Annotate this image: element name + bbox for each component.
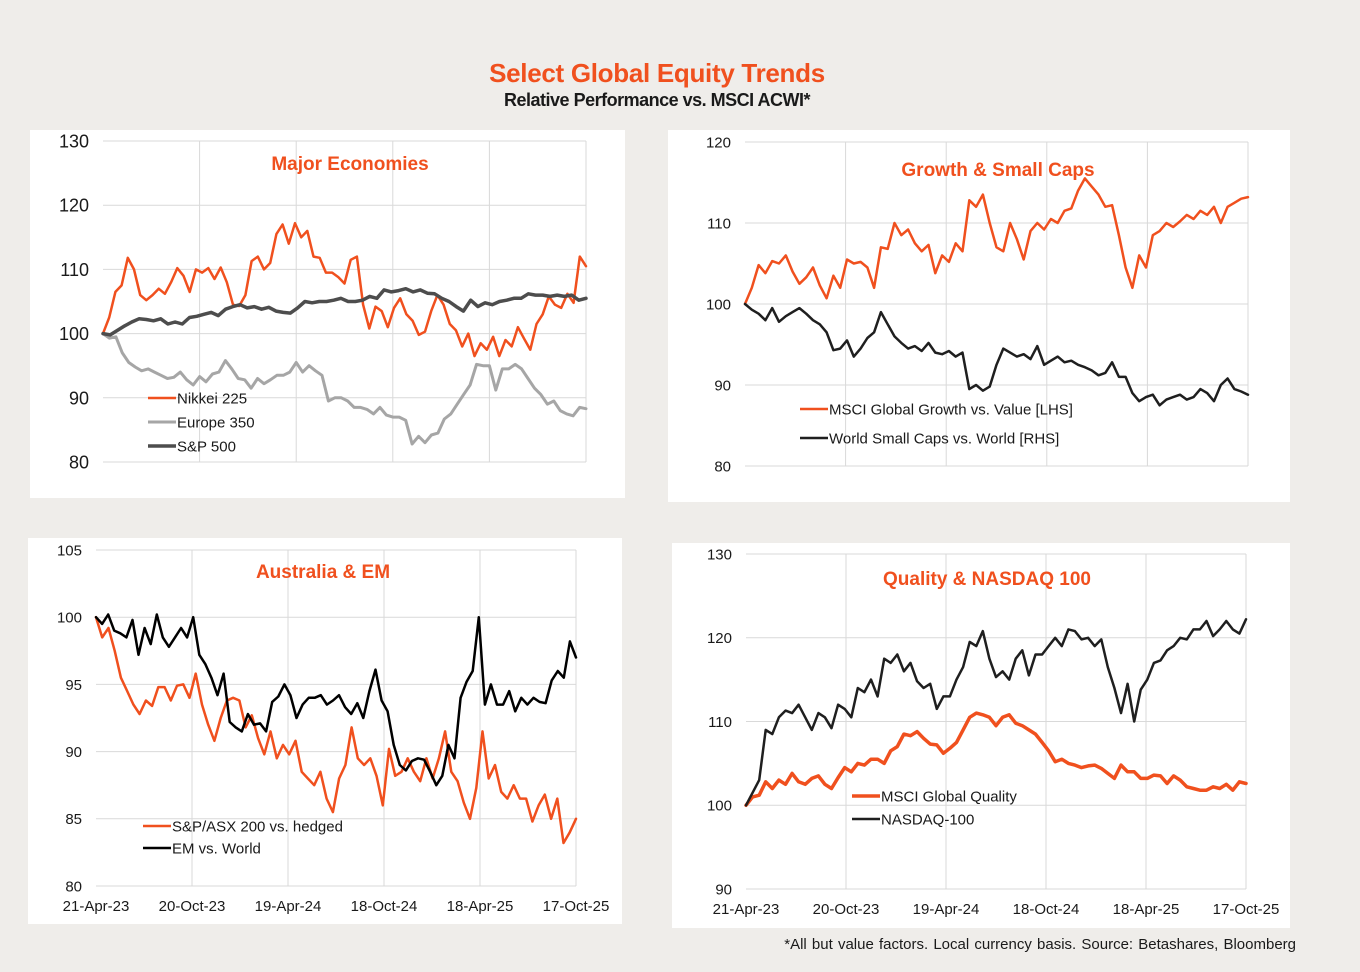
y-tick-label: 105 xyxy=(57,542,82,559)
chart-major-economies: 80 90 100 110 120 130 Major Economies Nikkei 22… xyxy=(59,131,588,472)
footnote: *All but value factors. Local currency b… xyxy=(784,936,1296,953)
y-tick-label: 100 xyxy=(706,296,731,313)
series-line-em-vs-world xyxy=(94,613,578,787)
x-tick-label: 20-Oct-23 xyxy=(813,901,880,918)
legend-label: World Small Caps vs. World [RHS] xyxy=(829,431,1059,448)
series-line-s-p-asx-200-vs-hedged xyxy=(94,615,578,845)
chart-growth-small-caps: 80 90 100 110 120 Growth & Small Caps MSCI Glo… xyxy=(706,134,1250,475)
subtitle: Relative Performance vs. MSCI ACWI* xyxy=(504,90,810,110)
gridlines xyxy=(103,140,587,463)
x-tick-label: 17-Oct-25 xyxy=(543,898,610,915)
y-tick-label: 95 xyxy=(65,677,82,694)
gridlines xyxy=(746,553,1247,890)
chart-panel-quality-nasdaq: 90 100 110 120 130 21-Apr-23 20-Oct-23 19-Apr-2… xyxy=(672,543,1290,928)
x-tick-label: 18-Apr-25 xyxy=(1113,901,1180,918)
legend: MSCI Global Quality NASDAQ-100 xyxy=(852,789,1017,829)
y-tick-label: 130 xyxy=(59,131,89,151)
chart-title: Quality & NASDAQ 100 xyxy=(883,569,1091,590)
x-tick-label: 21-Apr-23 xyxy=(713,901,780,918)
series-line-nikkei-225 xyxy=(101,221,588,358)
legend: Nikkei 225 Europe 350 S&P 500 xyxy=(148,391,255,456)
x-tick-label: 18-Oct-24 xyxy=(1013,901,1080,918)
chart-title: Growth & Small Caps xyxy=(901,160,1094,181)
x-tick-label: 17-Oct-25 xyxy=(1213,901,1280,918)
legend-label: Europe 350 xyxy=(177,415,255,432)
series-line-s-p-500 xyxy=(101,286,588,337)
legend-label: MSCI Global Growth vs. Value [LHS] xyxy=(829,402,1073,419)
y-tick-label: 110 xyxy=(707,215,731,232)
chart-title: Australia & EM xyxy=(256,562,390,583)
y-tick-label: 90 xyxy=(65,744,82,761)
chart-australia-em: 80 85 90 95 100 105 21-Apr-23 20-Oct-23 19-Apr-2… xyxy=(57,542,610,915)
legend: MSCI Global Growth vs. Value [LHS] World … xyxy=(800,402,1073,448)
chart-quality-nasdaq: 90 100 110 120 130 21-Apr-23 20-Oct-23 19-Apr-2… xyxy=(707,546,1280,918)
legend-label: EM vs. World xyxy=(172,841,261,858)
legend-label: Nikkei 225 xyxy=(177,391,247,408)
y-tick-label: 100 xyxy=(57,610,82,627)
y-tick-label: 80 xyxy=(714,458,731,475)
legend-label: S&P 500 xyxy=(177,439,236,456)
y-tick-label: 100 xyxy=(707,798,732,815)
gridlines xyxy=(96,549,577,887)
x-tick-label: 19-Apr-24 xyxy=(913,901,980,918)
series-line-msci-global-quality xyxy=(744,711,1248,808)
x-tick-label: 21-Apr-23 xyxy=(63,898,130,915)
y-tick-label: 120 xyxy=(706,134,731,151)
y-tick-label: 120 xyxy=(59,196,89,216)
x-tick-label: 20-Oct-23 xyxy=(159,898,226,915)
y-tick-label: 110 xyxy=(708,714,732,731)
y-tick-label: 100 xyxy=(59,324,89,344)
legend-label: MSCI Global Quality xyxy=(881,789,1017,806)
y-tick-label: 90 xyxy=(714,377,731,394)
x-tick-label: 19-Apr-24 xyxy=(255,898,322,915)
chart-panel-australia-em: 80 85 90 95 100 105 21-Apr-23 20-Oct-23 19-Apr-2… xyxy=(28,538,622,924)
y-tick-label: 90 xyxy=(69,388,89,408)
y-tick-label: 110 xyxy=(60,260,89,280)
chart-title: Major Economies xyxy=(271,154,428,175)
x-tick-label: 18-Oct-24 xyxy=(351,898,418,915)
y-tick-label: 80 xyxy=(69,452,89,472)
main-title: Select Global Equity Trends xyxy=(489,58,825,88)
x-tick-label: 18-Apr-25 xyxy=(447,898,514,915)
y-tick-label: 120 xyxy=(707,630,732,647)
legend-label: S&P/ASX 200 vs. hedged xyxy=(172,819,343,836)
series-line-nasdaq-100 xyxy=(744,618,1248,807)
series-line-europe-350 xyxy=(101,332,588,446)
y-tick-label: 90 xyxy=(715,881,732,898)
y-tick-label: 80 xyxy=(65,878,82,895)
series-line-world-small-caps-vs-world-rhs xyxy=(743,302,1250,407)
y-tick-label: 85 xyxy=(65,811,82,828)
chart-panel-major-economies: 80 90 100 110 120 130 Major Economies Nikkei 22… xyxy=(30,130,625,498)
series-line-msci-global-growth-vs-value-lhs xyxy=(743,177,1250,306)
legend-label: NASDAQ-100 xyxy=(881,812,974,829)
y-tick-label: 130 xyxy=(707,546,732,563)
legend: S&P/ASX 200 vs. hedged EM vs. World xyxy=(143,819,343,858)
chart-panel-growth-small-caps: 80 90 100 110 120 Growth & Small Caps MSCI Glo… xyxy=(668,130,1290,502)
